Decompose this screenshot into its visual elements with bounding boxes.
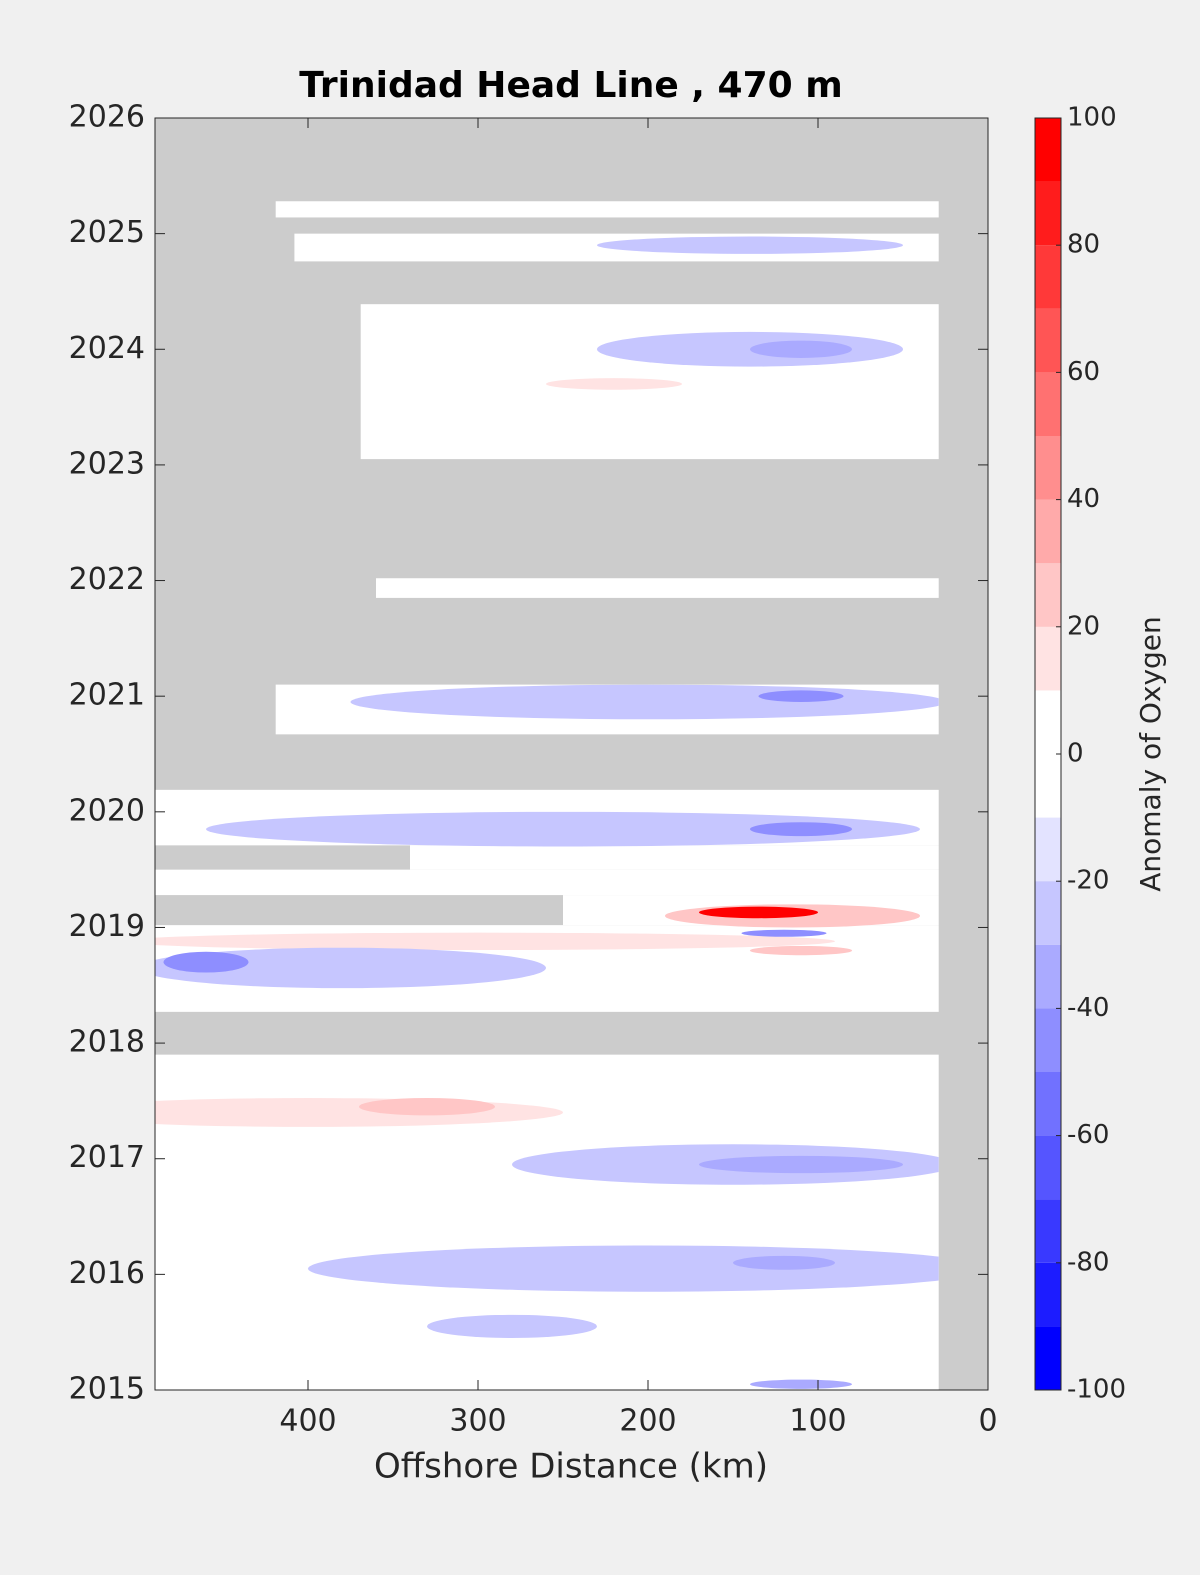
colorbar-segment xyxy=(1035,1072,1061,1136)
anomaly-contour xyxy=(546,378,682,390)
colorbar-segment xyxy=(1035,1262,1061,1327)
y-tick-label: 2015 xyxy=(69,1372,145,1407)
anomaly-contour xyxy=(350,684,939,720)
anomaly-contour xyxy=(308,1245,939,1292)
colorbar-tick-label: 0 xyxy=(1067,739,1084,769)
anomaly-contour xyxy=(750,1379,852,1389)
colorbar-segment xyxy=(1035,881,1061,945)
colorbar-tick-label: -60 xyxy=(1067,1120,1109,1150)
anomaly-contour xyxy=(758,690,844,702)
colorbar-segment xyxy=(1035,944,1061,1009)
colorbar-segment xyxy=(1035,1135,1061,1200)
colorbar-tick-label: -40 xyxy=(1067,993,1109,1023)
anomaly-contour xyxy=(750,822,852,837)
anomaly-contour xyxy=(359,1098,495,1116)
colorbar-segment xyxy=(1035,372,1061,436)
colorbar-segment xyxy=(1035,499,1061,564)
anomaly-contour xyxy=(741,929,827,937)
coverage-band xyxy=(410,845,939,870)
y-tick-label: 2024 xyxy=(69,331,145,366)
y-tick-label: 2021 xyxy=(69,678,145,713)
plot-frame xyxy=(154,117,989,1391)
y-tick-label: 2018 xyxy=(69,1025,145,1060)
y-tick-label: 2022 xyxy=(69,562,145,597)
y-tick-label: 2025 xyxy=(69,215,145,250)
coverage-band xyxy=(275,201,939,218)
y-tick-label: 2016 xyxy=(69,1256,145,1291)
coverage-band xyxy=(376,578,939,598)
colorbar-segment xyxy=(1035,754,1061,818)
anomaly-contour xyxy=(155,1098,563,1127)
anomaly-contour xyxy=(733,1255,835,1270)
colorbar-segment xyxy=(1035,1326,1061,1390)
anomaly-contour xyxy=(750,340,852,358)
colorbar-segment xyxy=(1035,245,1061,309)
colorbar-tick-label: -20 xyxy=(1067,866,1109,896)
x-tick-label: 0 xyxy=(978,1404,997,1439)
y-tick-label: 2020 xyxy=(69,793,145,828)
anomaly-contour xyxy=(597,236,903,254)
anomaly-contour xyxy=(750,945,852,956)
colorbar-tick-label: 20 xyxy=(1067,611,1100,641)
x-tick-label: 100 xyxy=(789,1404,846,1439)
colorbar-segment xyxy=(1035,1199,1061,1263)
colorbar-segment xyxy=(1035,690,1061,754)
colorbar-segment xyxy=(1035,817,1061,882)
colorbar-segment xyxy=(1035,308,1061,373)
y-tick-label: 2017 xyxy=(69,1140,145,1175)
anomaly-contour xyxy=(155,932,835,951)
y-tick-label: 2023 xyxy=(69,446,145,481)
colorbar-segment xyxy=(1035,436,1061,500)
colorbar-label: Anomaly of Oxygen xyxy=(1134,616,1167,892)
colorbar-segment xyxy=(1035,118,1061,182)
x-tick-label: 300 xyxy=(449,1404,506,1439)
x-tick-label: 200 xyxy=(619,1404,676,1439)
x-axis-label: Offshore Distance (km) xyxy=(374,1447,768,1487)
colorbar-segment xyxy=(1035,626,1061,691)
colorbar-tick-label: 60 xyxy=(1067,357,1100,387)
y-tick-label: 2019 xyxy=(69,909,145,944)
colorbar-tick-label: 40 xyxy=(1067,484,1100,514)
y-tick-label: 2026 xyxy=(69,100,145,135)
anomaly-contour xyxy=(206,811,920,847)
colorbar-tick-label: 100 xyxy=(1067,103,1117,133)
anomaly-contour xyxy=(699,1155,903,1174)
colorbar-tick-label: 80 xyxy=(1067,230,1100,260)
anomaly-contour xyxy=(163,951,249,973)
coverage-band xyxy=(155,869,939,896)
colorbar-segment xyxy=(1035,1008,1061,1072)
x-tick-label: 400 xyxy=(279,1404,336,1439)
colorbar-tick-label: -100 xyxy=(1067,1375,1126,1405)
colorbar-segment xyxy=(1035,563,1061,627)
anomaly-contour xyxy=(427,1314,597,1338)
anomaly-contour xyxy=(699,906,818,919)
chart-title: Trinidad Head Line , 470 m xyxy=(299,65,842,106)
colorbar-segment xyxy=(1035,181,1061,246)
colorbar-tick-label: -80 xyxy=(1067,1247,1109,1277)
